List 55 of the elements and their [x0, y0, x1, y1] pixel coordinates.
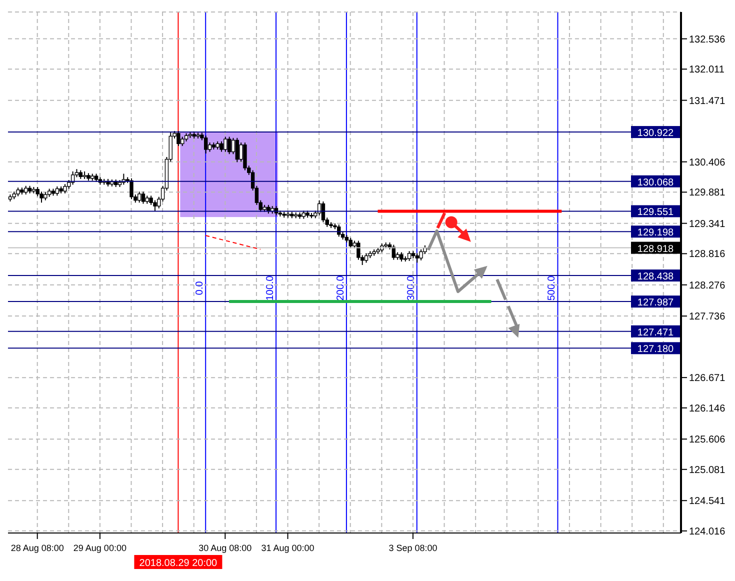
annotation: 200.0 — [335, 275, 346, 301]
x-tick-label: 28 Aug 08:00 — [10, 543, 64, 553]
y-tick-label: 132.011 — [689, 64, 725, 76]
y-tick-label: 131.471 — [689, 96, 726, 107]
candlestick — [224, 136, 228, 152]
y-tick-label: 128.816 — [689, 249, 726, 260]
ref-line-label: 130.922 — [637, 128, 674, 140]
annotation: 500.0 — [546, 275, 558, 301]
ref-line-label: 128.918 — [637, 244, 674, 255]
annotation: 0.0 — [194, 280, 206, 296]
y-tick-label: 129.341 — [689, 218, 726, 230]
candlestick — [176, 130, 180, 147]
ref-line-label: 130.068 — [637, 177, 674, 188]
candlestick — [392, 244, 396, 260]
candlestick — [141, 191, 146, 204]
candlestick — [243, 142, 247, 171]
candlestick — [40, 191, 44, 204]
y-tick-label: 130.406 — [689, 157, 726, 168]
candlestick — [400, 252, 404, 262]
candlestick — [130, 178, 134, 200]
y-tick-label: 126.146 — [689, 403, 726, 414]
ref-line-label: 128.438 — [637, 272, 674, 283]
candlestick — [235, 137, 239, 163]
x-tick-label: 3 Sep 08:00 — [388, 543, 438, 553]
candlestick — [153, 200, 157, 212]
y-tick-label: 124.016 — [689, 526, 726, 538]
ref-line-label: 127.987 — [637, 298, 674, 309]
y-tick-label: 125.081 — [689, 464, 726, 476]
y-tick-label: 126.671 — [689, 373, 726, 384]
y-tick-label: 124.541 — [689, 496, 726, 508]
candlestick — [419, 248, 423, 261]
candlestick — [55, 186, 60, 196]
y-tick-label: 128.276 — [689, 280, 726, 292]
annotation: 100.0 — [265, 275, 276, 301]
text: 2018.08.29 20:00 — [139, 558, 218, 569]
candlestick — [348, 237, 352, 249]
ref-line-label: 127.471 — [637, 327, 674, 338]
ref-line-label: 127.180 — [637, 344, 674, 356]
candlestick — [227, 136, 232, 155]
y-tick-label: 127.736 — [689, 312, 726, 323]
y-tick-label: 129.881 — [689, 188, 726, 199]
x-tick-label: 30 Aug 08:00 — [198, 543, 252, 553]
candlestick — [364, 252, 368, 264]
candlestick — [407, 250, 412, 262]
x-tick-label: 29 Aug 00:00 — [73, 543, 126, 553]
y-tick-label: 125.606 — [689, 434, 726, 446]
candlestick — [137, 191, 142, 204]
ref-line-label: 129.551 — [637, 207, 674, 218]
candlestick — [220, 140, 224, 152]
candlestick — [180, 136, 184, 147]
candlestick — [63, 184, 67, 194]
y-tick-label: 132.536 — [689, 34, 726, 46]
x-tick-label: 31 Aug 00:00 — [261, 543, 314, 553]
ref-line-label: 129.198 — [637, 228, 674, 239]
candlestick — [321, 200, 326, 223]
